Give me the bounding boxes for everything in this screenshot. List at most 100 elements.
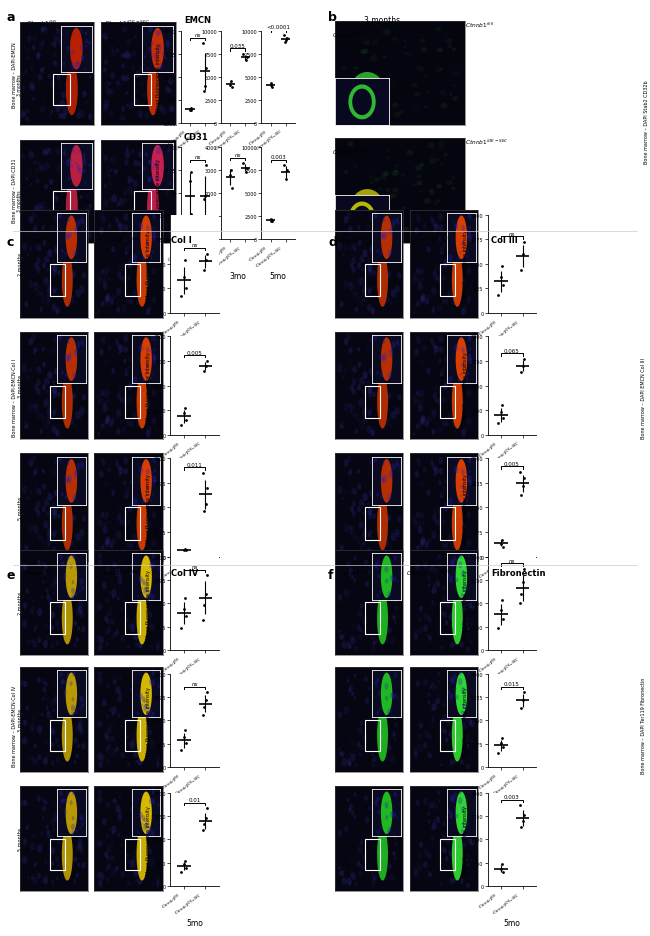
Circle shape — [396, 582, 401, 590]
Circle shape — [98, 761, 103, 768]
Circle shape — [389, 302, 392, 306]
Text: f: f — [328, 568, 333, 581]
Circle shape — [155, 52, 158, 57]
Circle shape — [370, 531, 372, 534]
Circle shape — [461, 308, 466, 315]
Circle shape — [452, 857, 456, 863]
Circle shape — [439, 213, 443, 222]
Circle shape — [56, 251, 59, 256]
Circle shape — [419, 191, 422, 193]
Circle shape — [341, 425, 343, 429]
Circle shape — [51, 818, 56, 826]
Circle shape — [131, 151, 134, 154]
Circle shape — [421, 536, 426, 544]
Circle shape — [425, 421, 429, 427]
Circle shape — [445, 421, 448, 427]
Circle shape — [146, 338, 151, 344]
Circle shape — [151, 269, 156, 275]
Circle shape — [103, 284, 107, 291]
Circle shape — [347, 142, 354, 148]
Circle shape — [471, 858, 473, 862]
Circle shape — [469, 638, 473, 645]
Circle shape — [363, 406, 367, 414]
Circle shape — [71, 820, 76, 827]
Circle shape — [457, 407, 460, 412]
Circle shape — [351, 811, 354, 816]
Circle shape — [466, 698, 469, 703]
Circle shape — [73, 805, 78, 812]
Circle shape — [471, 622, 473, 626]
Circle shape — [83, 636, 85, 638]
Circle shape — [106, 566, 110, 573]
Circle shape — [384, 296, 389, 304]
Circle shape — [74, 302, 77, 306]
Circle shape — [437, 519, 442, 527]
Circle shape — [50, 43, 54, 48]
Polygon shape — [452, 254, 463, 307]
Circle shape — [73, 149, 76, 153]
Circle shape — [144, 226, 148, 231]
Circle shape — [112, 680, 116, 684]
Circle shape — [48, 625, 51, 630]
Circle shape — [378, 607, 380, 611]
Circle shape — [42, 385, 46, 391]
Circle shape — [108, 278, 110, 282]
Circle shape — [352, 291, 356, 298]
Circle shape — [153, 108, 158, 114]
Circle shape — [374, 178, 380, 183]
Circle shape — [142, 391, 146, 398]
Circle shape — [99, 605, 103, 610]
Circle shape — [442, 300, 445, 305]
Circle shape — [63, 477, 68, 485]
Circle shape — [138, 171, 141, 175]
Circle shape — [374, 810, 376, 813]
Circle shape — [352, 366, 357, 373]
Circle shape — [62, 824, 66, 831]
Circle shape — [136, 232, 138, 236]
Circle shape — [73, 244, 77, 250]
Circle shape — [473, 752, 475, 755]
Circle shape — [372, 44, 375, 47]
Circle shape — [105, 540, 109, 547]
Circle shape — [58, 113, 63, 120]
Circle shape — [411, 83, 417, 88]
Circle shape — [381, 720, 385, 725]
Circle shape — [73, 173, 77, 179]
Circle shape — [36, 501, 41, 508]
Circle shape — [344, 217, 348, 224]
Circle shape — [34, 404, 39, 412]
Circle shape — [439, 225, 443, 232]
Circle shape — [463, 305, 467, 312]
Circle shape — [419, 606, 423, 612]
Circle shape — [151, 297, 156, 304]
Circle shape — [21, 111, 26, 118]
Circle shape — [463, 843, 467, 850]
Circle shape — [385, 359, 391, 368]
Circle shape — [37, 844, 42, 853]
Circle shape — [101, 546, 104, 550]
Circle shape — [421, 48, 427, 53]
Circle shape — [467, 627, 469, 631]
Circle shape — [462, 605, 466, 612]
Circle shape — [352, 268, 356, 274]
Circle shape — [380, 826, 385, 834]
Circle shape — [127, 543, 130, 548]
Circle shape — [118, 347, 121, 351]
Circle shape — [142, 513, 146, 519]
Circle shape — [443, 830, 447, 835]
Circle shape — [418, 284, 422, 291]
Circle shape — [142, 569, 148, 577]
Circle shape — [144, 347, 148, 353]
Circle shape — [365, 581, 369, 588]
Circle shape — [426, 247, 430, 253]
Circle shape — [467, 418, 471, 426]
Circle shape — [428, 685, 432, 690]
Circle shape — [423, 346, 426, 352]
Circle shape — [144, 603, 147, 607]
Circle shape — [23, 681, 27, 688]
Circle shape — [423, 679, 428, 686]
Circle shape — [129, 300, 133, 305]
Circle shape — [144, 186, 148, 192]
Circle shape — [48, 149, 52, 155]
Circle shape — [352, 244, 357, 252]
